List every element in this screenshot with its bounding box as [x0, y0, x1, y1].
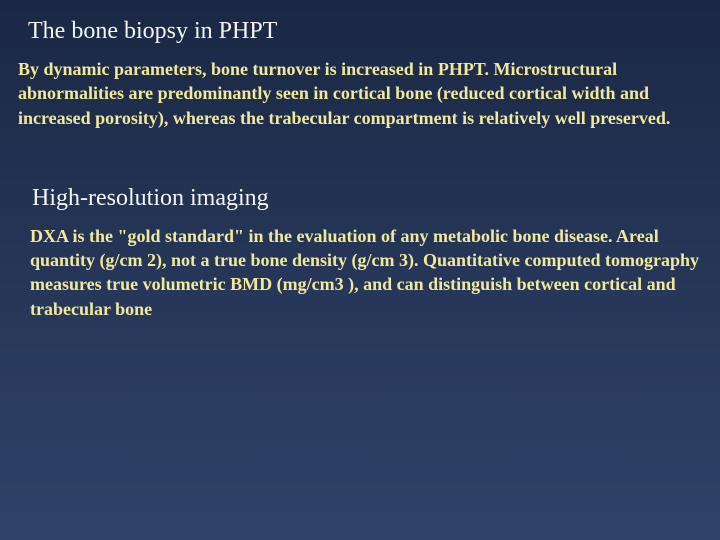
body-bone-biopsy: By dynamic parameters, bone turnover is … [18, 57, 702, 130]
slide-container: The bone biopsy in PHPT By dynamic param… [0, 0, 720, 540]
heading-high-resolution: High-resolution imaging [32, 185, 702, 212]
body-high-resolution: DXA is the "gold standard" in the evalua… [30, 224, 702, 321]
section-high-resolution: High-resolution imaging DXA is the "gold… [22, 185, 702, 321]
section-bone-biopsy: The bone biopsy in PHPT By dynamic param… [18, 18, 702, 130]
heading-bone-biopsy: The bone biopsy in PHPT [28, 18, 702, 45]
